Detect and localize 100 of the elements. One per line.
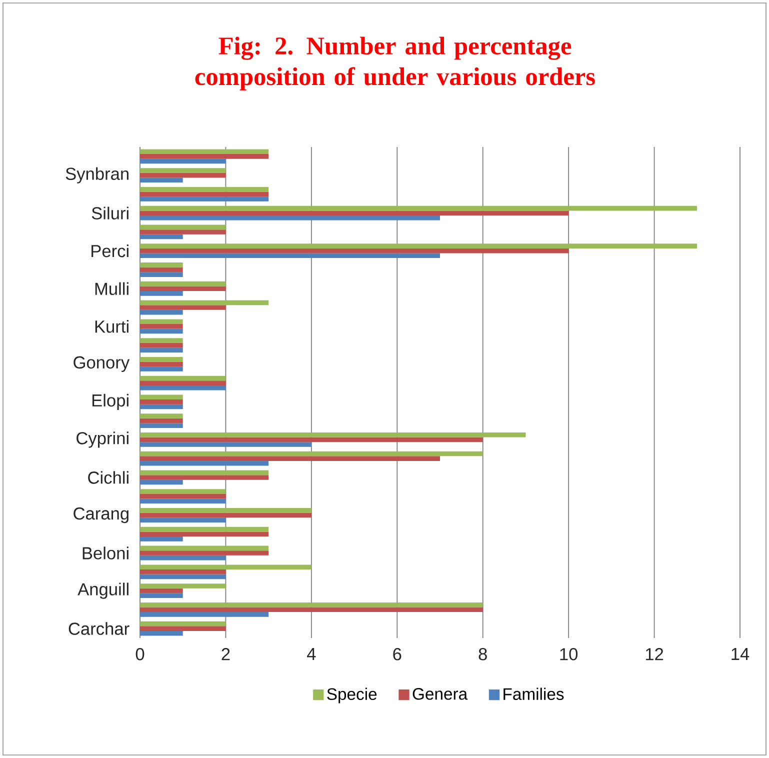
bar [140,498,226,504]
x-tick-label: 0 [136,648,144,660]
bar [140,626,226,631]
bar [140,348,183,352]
bar [140,385,226,390]
bar [140,262,183,268]
chart-title: Fig: 2. Number and percentage composition of under various orders [195,36,595,90]
y-tick-label: Cyprini [76,432,128,448]
bar [140,489,226,494]
bar [140,172,226,178]
bar [140,362,183,367]
x-tick-label: 10 [560,648,578,660]
y-tick-label: Cichli [88,471,128,484]
bar [140,414,183,418]
y-tick-label: Beloni [82,546,128,560]
bar [140,607,483,612]
bar [140,178,183,183]
y-tick-label: Anguill [78,582,128,599]
y-tick-label: Carchar [68,622,130,635]
legend-label: Specie [327,688,377,704]
bar [140,630,183,636]
bar [140,451,483,456]
bar [140,550,269,556]
bar [140,432,526,438]
bar [140,206,698,211]
bar [140,518,226,522]
bar [140,310,183,315]
bar [140,248,569,254]
bar [140,328,183,334]
bar [140,564,312,570]
bar [140,536,183,542]
y-tick-label: Siluri [92,206,128,220]
bar [140,272,183,277]
bar [140,342,183,348]
x-tick-label: 8 [478,648,487,660]
bar [140,612,269,617]
bar [140,253,440,258]
bar [140,324,183,329]
y-tick-label: Kurti [95,320,128,333]
bar [140,168,226,173]
bar [140,460,269,466]
bar [140,569,226,574]
bar [140,470,269,476]
bar [140,356,183,362]
bar [140,234,183,240]
x-tick-label: 14 [732,648,750,660]
bar [140,546,269,551]
bar [140,158,226,164]
x-tick-label: 4 [307,648,316,660]
bar [140,593,183,598]
bar [140,418,183,424]
bar [140,584,226,588]
bar [140,602,483,608]
bar [140,224,226,230]
bar [140,338,183,343]
bar [140,394,183,400]
bar [140,230,226,234]
y-tick-label: Elopi [92,394,128,410]
bar [140,154,269,159]
y-tick-label: Mulli [95,282,128,295]
bar [140,291,183,296]
y-tick-label: Perci [92,244,128,258]
bar [140,305,226,310]
bar [140,187,269,192]
legend-label: Genera [412,688,468,700]
bar [140,319,183,324]
bar [140,621,226,626]
bar [140,555,226,560]
bar [140,281,226,286]
bar [140,149,269,154]
bar [140,376,226,381]
bar [140,526,269,532]
x-tick-label: 6 [393,648,402,660]
x-tick-label: 2 [222,648,230,660]
bar [140,267,183,272]
bar [140,574,226,580]
bar [140,532,269,537]
bar [140,380,226,386]
bar [140,404,183,410]
bar [140,300,269,306]
bar [140,423,183,428]
bar [140,456,440,461]
legend-label: Families [504,688,564,700]
bar [140,494,226,499]
y-tick-label: Gonory [74,356,130,372]
bar [140,286,226,292]
bar [140,442,312,447]
bar [140,192,269,197]
bar [140,400,183,404]
bar [140,480,183,485]
bar [140,196,269,202]
bar [140,210,569,216]
y-tick-label: Synbran [66,167,128,184]
bar [140,244,698,248]
y-tick-label: Carang [74,507,128,524]
bar [140,512,312,518]
bar [140,588,183,594]
bar [140,437,483,442]
bar [140,508,312,513]
bar [140,215,440,220]
